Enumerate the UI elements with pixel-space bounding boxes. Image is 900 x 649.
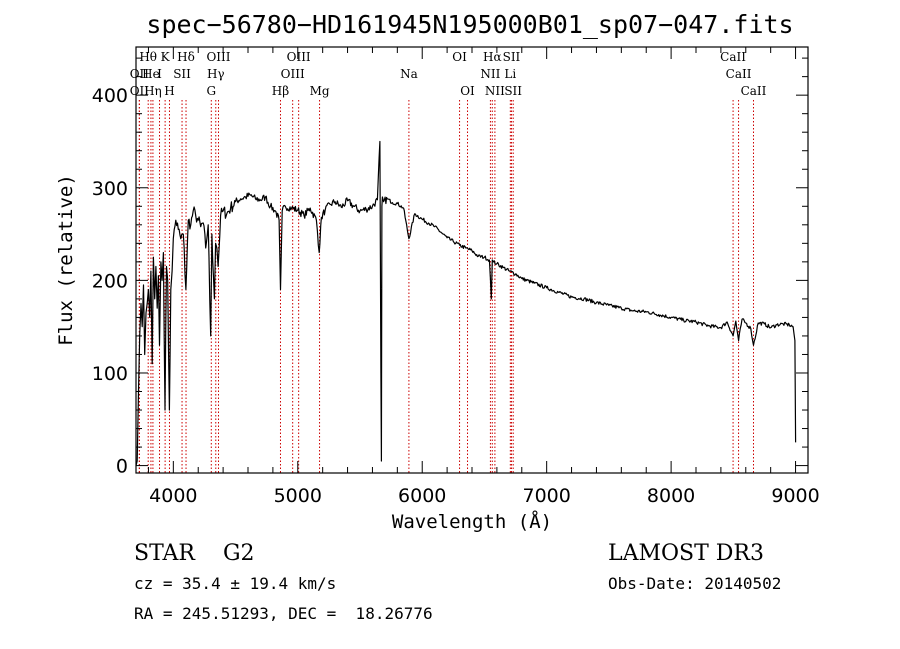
x-tick-label: 8000 [647, 485, 695, 507]
x-tick-label: 9000 [771, 485, 819, 507]
y-tick-label: 0 [116, 456, 128, 478]
spectral-line-label: Hη [144, 84, 162, 98]
spectral-line-label: OI [452, 50, 467, 64]
y-tick-label: 300 [92, 178, 128, 200]
spectrum-line [135, 140, 797, 466]
spectral-line-label: Hδ [177, 50, 195, 64]
spectral-line-label: OII [130, 84, 150, 98]
spectral-line-label: SII [503, 50, 521, 64]
spectral-line-label: G [206, 84, 216, 98]
spectral-line-label: NII [480, 67, 500, 81]
spectral-line-label: Mg [310, 84, 330, 98]
spectral-line-label: Hθ [139, 50, 157, 64]
spectral-line-label: Hβ [272, 84, 289, 98]
x-tick-label: 4000 [149, 485, 197, 507]
spectral-line-label: Hγ [207, 67, 225, 81]
y-axis-label: Flux (relative) [55, 174, 77, 346]
x-tick-label: 7000 [522, 485, 570, 507]
y-tick-label: 200 [92, 270, 128, 292]
spectral-line-label: CaII [720, 50, 746, 64]
y-tick-label: 100 [92, 363, 128, 385]
spectral-line-label: K [161, 50, 171, 64]
x-tick-label: 5000 [274, 485, 322, 507]
spectral-line-label: CaII [726, 67, 752, 81]
x-axis-ticks: 4000 5000 6000 7000 8000 9000 [147, 47, 820, 507]
spectral-line-label: He [142, 67, 160, 81]
object-class: STAR G2 [134, 541, 255, 566]
coordinates-text: RA = 245.51293, DEC = 18.26776 [134, 604, 433, 623]
spectral-line-label: SII [504, 84, 522, 98]
spectral-line-label: OI [460, 84, 475, 98]
spectral-line-label: H [164, 84, 174, 98]
redshift-text: cz = 35.4 ± 19.4 km/s [134, 574, 336, 593]
spectral-line-label: Hα [483, 50, 502, 64]
spectral-line-label: Na [400, 67, 418, 81]
x-tick-label: 6000 [398, 485, 446, 507]
spectral-line-label: OIII [206, 50, 230, 64]
spectral-line-label: OIII [281, 67, 305, 81]
spectral-line-label: OII [130, 67, 150, 81]
chart-title: spec−56780−HD161945N195000B01_sp07−047.f… [146, 10, 793, 39]
spectral-line-label: I [157, 67, 162, 81]
y-tick-label: 400 [92, 85, 128, 107]
spectral-line-label: OIII [287, 50, 311, 64]
spectral-line-label: CaII [741, 84, 767, 98]
spectral-line-label: NII [485, 84, 505, 98]
spectral-line-label: Li [504, 67, 516, 81]
y-axis-ticks: 0 100 200 300 400 [92, 57, 808, 478]
spectral-line-label: SII [173, 67, 191, 81]
survey-name: LAMOST DR3 [608, 541, 764, 566]
obs-date: Obs-Date: 20140502 [608, 574, 781, 593]
x-axis-label: Wavelength (Å) [392, 510, 552, 533]
